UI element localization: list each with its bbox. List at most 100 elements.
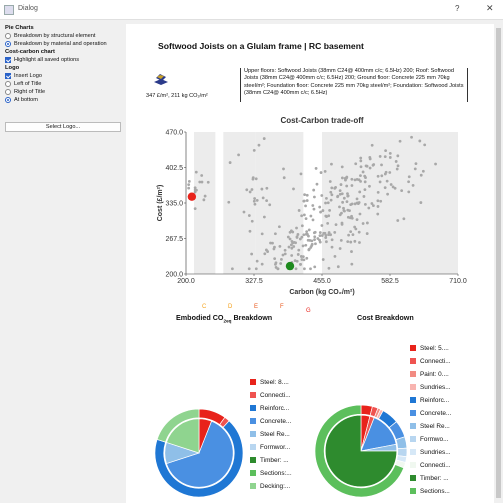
x-tick-label: 327.5 xyxy=(245,278,263,285)
scatter-point xyxy=(288,230,292,234)
legend-item: Sections:... xyxy=(250,469,292,477)
scatter-point xyxy=(294,267,298,271)
scatter-point xyxy=(193,207,197,210)
scatter-point xyxy=(324,233,328,237)
scatter-point xyxy=(253,202,257,206)
scatter-point xyxy=(274,265,278,269)
scrollbar-thumb[interactable] xyxy=(496,28,501,498)
close-button[interactable]: ✕ xyxy=(486,3,494,13)
scatter-point xyxy=(305,230,309,234)
scatter-point xyxy=(388,156,392,159)
scatter-point xyxy=(349,230,353,233)
scatter-point xyxy=(380,174,384,178)
scatter-point xyxy=(355,218,359,221)
logo-right-option[interactable]: Right of Title xyxy=(5,88,45,96)
legend-label: Steel Re... xyxy=(260,430,290,438)
scatter-point xyxy=(394,160,398,163)
logo-left-option[interactable]: Left of Title xyxy=(5,80,41,88)
scatter-point xyxy=(419,201,423,204)
legend-item: Connecti... xyxy=(410,461,451,469)
scatter-point xyxy=(328,208,332,212)
scatter-point xyxy=(320,234,324,237)
legend-swatch xyxy=(250,405,256,411)
title-bar: Dialog ? ✕ xyxy=(0,0,503,20)
scatter-point xyxy=(245,188,249,192)
scatter-point xyxy=(305,199,309,202)
scatter-point xyxy=(419,173,423,177)
scatter-point xyxy=(302,258,306,262)
scatter-point xyxy=(237,153,240,157)
scatter-point xyxy=(350,250,353,253)
legend-item: Connecti... xyxy=(410,357,451,365)
logo-bottom-option[interactable]: At bottom xyxy=(5,96,38,104)
scatter-point xyxy=(307,247,311,251)
scatter-point xyxy=(318,234,322,238)
radio-selected-icon[interactable] xyxy=(5,97,11,103)
scatter-point xyxy=(355,177,359,181)
scatter-point xyxy=(370,202,374,205)
select-logo-button[interactable]: Select Logo... xyxy=(5,122,121,132)
report-title: Softwood Joists on a Glulam frame | RC b… xyxy=(158,41,364,51)
legend-label: Formwo... xyxy=(420,435,449,443)
legend-item: Reinforc... xyxy=(410,396,449,404)
scatter-point xyxy=(319,210,322,214)
radio-icon[interactable] xyxy=(5,89,11,95)
x-tick-label: 200.0 xyxy=(177,278,195,285)
pie-inner-slice xyxy=(166,420,234,488)
vertical-scrollbar[interactable] xyxy=(494,24,503,503)
scatter-point xyxy=(407,180,410,184)
scatter-point xyxy=(396,164,400,168)
scatter-point xyxy=(230,267,234,271)
insert-logo-checkbox[interactable]: Insert Logo xyxy=(5,72,42,80)
scatter-point xyxy=(327,231,331,234)
scatter-point xyxy=(400,189,404,193)
pie-inner-slice xyxy=(324,414,398,488)
scatter-point xyxy=(410,135,413,139)
scatter-point xyxy=(300,214,304,218)
scatter-point xyxy=(257,143,261,147)
legend-label: Steel: 5.... xyxy=(420,344,449,352)
scatter-point xyxy=(324,240,328,244)
scatter-point xyxy=(302,199,306,203)
scatter-point xyxy=(273,257,277,261)
pie-option-label: Breakdown by material and operation xyxy=(14,41,107,47)
scatter-point xyxy=(292,187,295,191)
scatter-point xyxy=(350,202,354,206)
scatter-point xyxy=(307,228,311,232)
scatter-point xyxy=(313,238,316,242)
radio-icon[interactable] xyxy=(5,33,11,39)
scatter-point xyxy=(413,167,417,171)
help-button[interactable]: ? xyxy=(455,4,460,13)
scatter-point xyxy=(279,262,283,265)
scatter-point xyxy=(253,197,257,200)
scatter-point xyxy=(295,235,299,239)
spec-text: Upper floors: Softwood Joists (38mm C24@… xyxy=(244,68,464,97)
scatter-point xyxy=(330,162,333,166)
checkbox-checked-icon[interactable] xyxy=(5,57,11,63)
radio-selected-icon[interactable] xyxy=(5,41,11,47)
scatter-point xyxy=(378,180,382,184)
scatter-point xyxy=(364,164,368,168)
scatter-point xyxy=(350,177,354,181)
scatter-point xyxy=(312,207,316,211)
radio-icon[interactable] xyxy=(5,81,11,87)
pie-option-material[interactable]: Breakdown by material and operation xyxy=(5,40,107,48)
legend-swatch xyxy=(250,431,256,437)
scatter-point xyxy=(423,143,427,147)
pie-charts-heading: Pie Charts xyxy=(5,25,34,31)
scatter-point xyxy=(343,209,346,213)
highlight-saved-checkbox[interactable]: Highlight all saved options xyxy=(5,56,79,64)
scatter-point xyxy=(336,194,340,198)
scatter-point xyxy=(278,245,282,248)
scatter-point xyxy=(274,261,278,265)
scatter-point xyxy=(283,248,287,252)
scatter-point xyxy=(194,170,198,174)
checkbox-checked-icon[interactable] xyxy=(5,73,11,79)
scatter-point xyxy=(368,184,371,188)
scatter-point xyxy=(263,252,267,256)
legend-swatch xyxy=(410,475,416,481)
scatter-point xyxy=(339,238,343,242)
pie-option-structural[interactable]: Breakdown by structural element xyxy=(5,32,95,40)
scatter-point xyxy=(313,195,316,199)
scatter-point xyxy=(358,190,362,194)
